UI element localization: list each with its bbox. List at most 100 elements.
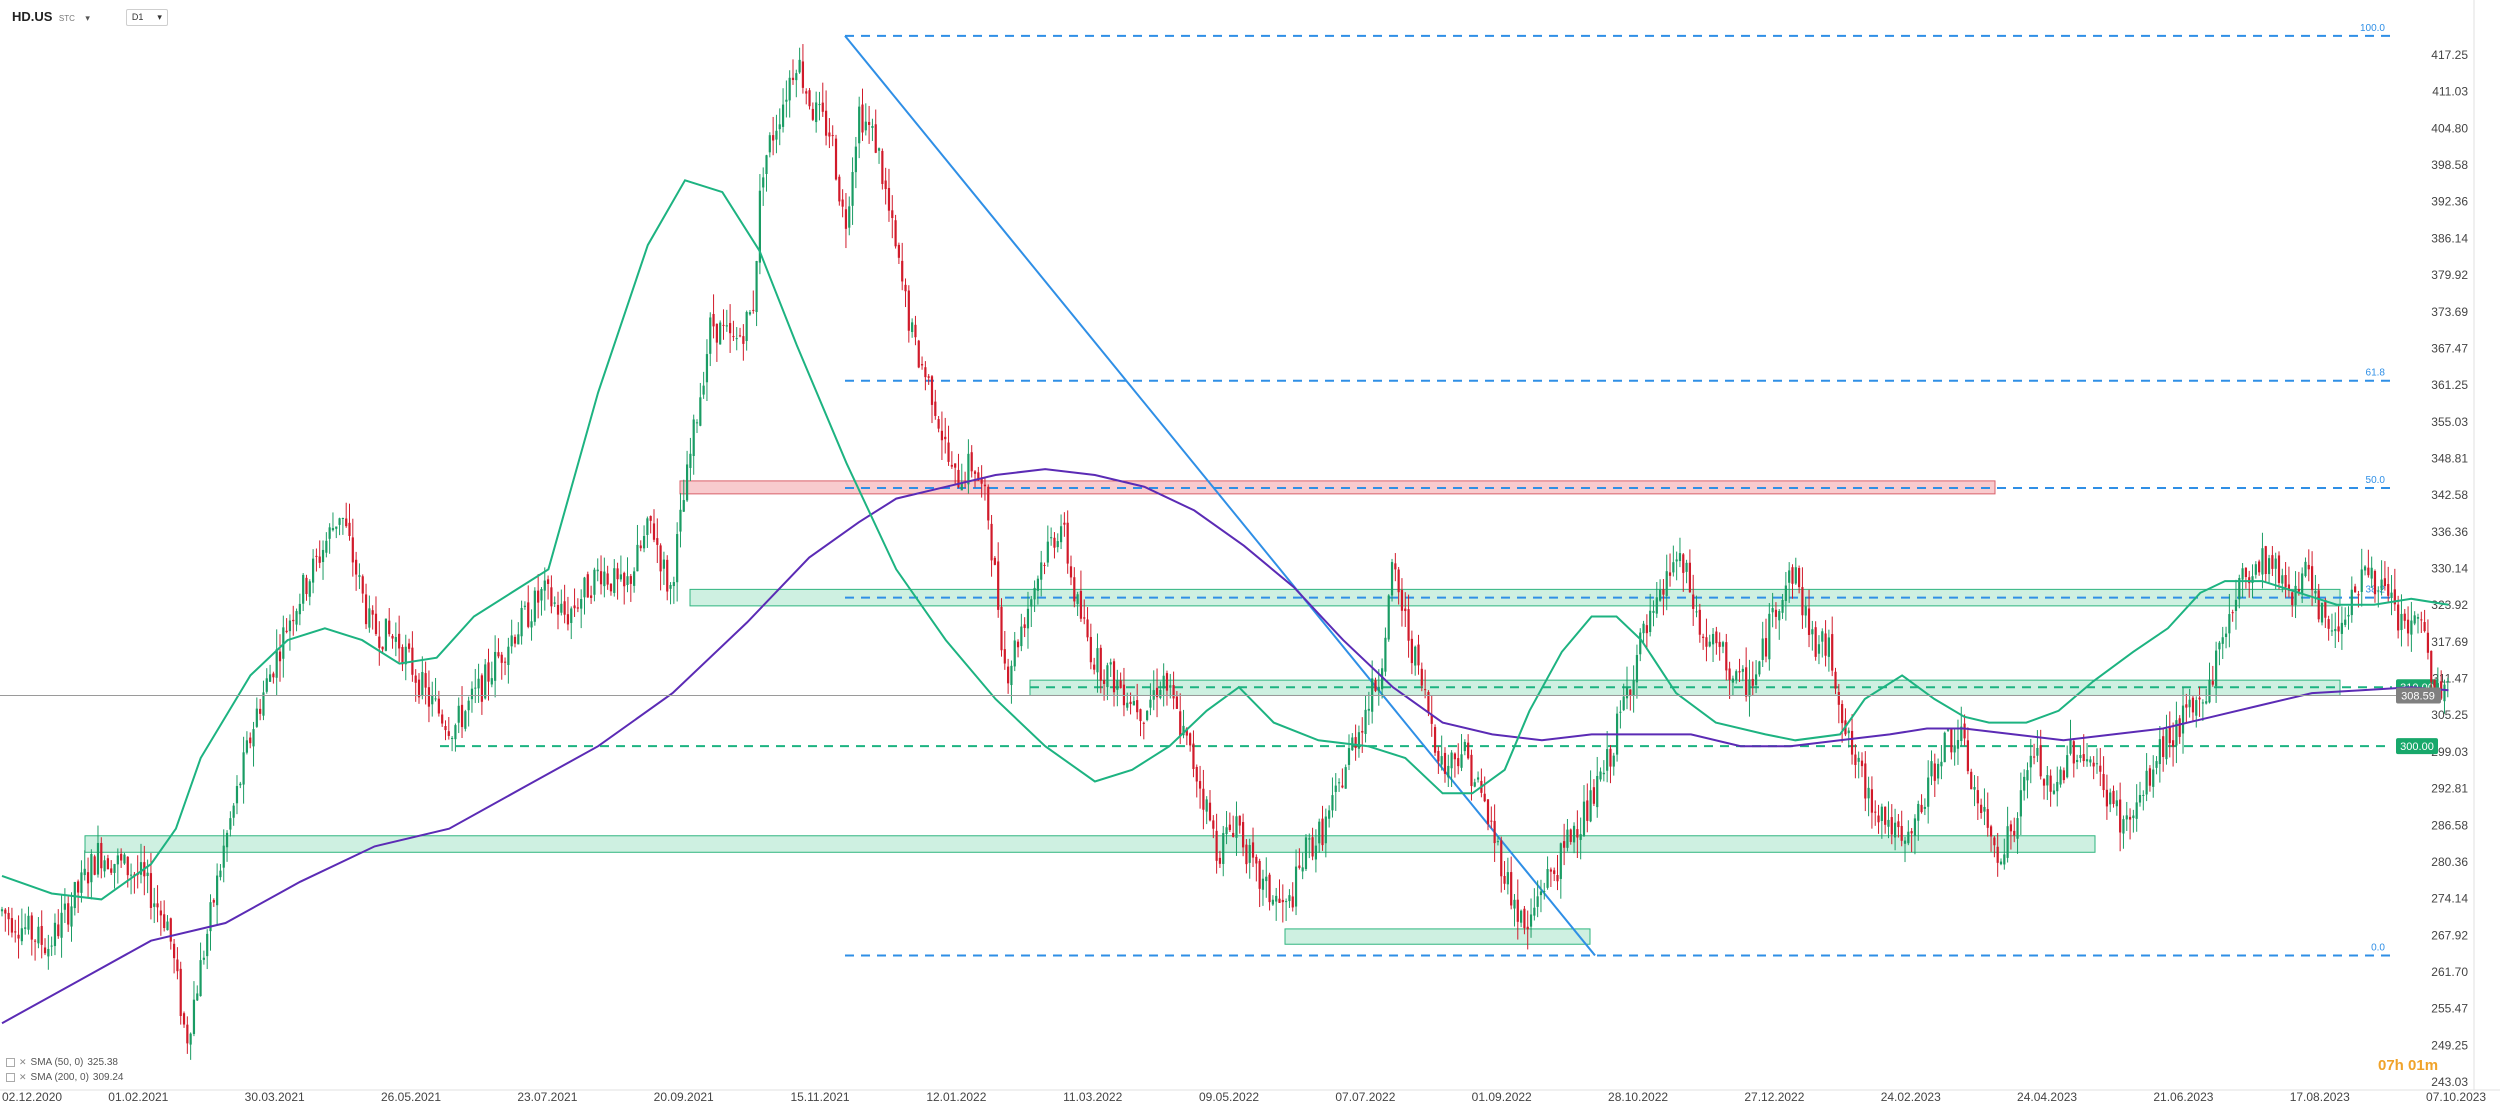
candle-body bbox=[1897, 821, 1900, 828]
time-tick-label: 26.05.2021 bbox=[381, 1090, 441, 1104]
candle-body bbox=[1255, 856, 1258, 864]
candle-body bbox=[1778, 610, 1781, 621]
candle-body bbox=[586, 574, 589, 598]
candle-body bbox=[1215, 830, 1218, 861]
candle-body bbox=[2344, 619, 2347, 625]
candle-body bbox=[623, 572, 626, 587]
current-price-label: 308.59 bbox=[2401, 691, 2435, 703]
candle-body bbox=[1248, 845, 1251, 863]
candle-body bbox=[1708, 641, 1711, 647]
candle-body bbox=[1860, 760, 1864, 767]
candle-body bbox=[2281, 575, 2284, 584]
candle-body bbox=[642, 536, 646, 549]
close-icon[interactable]: ✕ bbox=[19, 1072, 27, 1082]
candle-body bbox=[222, 845, 225, 868]
candle-body bbox=[2069, 739, 2072, 754]
price-tick-label: 417.25 bbox=[2431, 48, 2468, 62]
candle-body bbox=[1106, 665, 1109, 688]
candle-body bbox=[374, 613, 378, 634]
candle-body bbox=[1692, 594, 1695, 609]
candle-body bbox=[398, 633, 401, 649]
candle-body bbox=[2178, 718, 2181, 737]
candle-body bbox=[2155, 761, 2158, 768]
symbol-dropdown-icon[interactable]: ▾ bbox=[85, 13, 90, 23]
candle-body bbox=[1837, 692, 1840, 705]
candle-body bbox=[2208, 679, 2211, 703]
time-tick-label: 24.02.2023 bbox=[1881, 1090, 1941, 1104]
candle-body bbox=[1788, 570, 1791, 583]
candle-body bbox=[1185, 728, 1188, 736]
candle-body bbox=[2297, 588, 2300, 592]
candle-body bbox=[1645, 625, 1648, 634]
candle-body bbox=[1745, 667, 1748, 697]
candle-body bbox=[894, 220, 897, 247]
candle-body bbox=[1149, 699, 1152, 708]
candle-body bbox=[225, 832, 229, 848]
candle-body bbox=[2330, 630, 2334, 632]
symbol-name: HD.US bbox=[12, 9, 53, 24]
candle-body bbox=[533, 590, 536, 622]
candle-body bbox=[1496, 841, 1500, 843]
candle-body bbox=[321, 549, 325, 563]
candle-body bbox=[1304, 837, 1308, 870]
price-tick-label: 292.81 bbox=[2431, 782, 2468, 796]
candle-body bbox=[1798, 568, 1801, 588]
candle-body bbox=[2443, 684, 2446, 702]
candle-body bbox=[914, 324, 917, 338]
legend-sma200[interactable]: ✕ SMA (200, 0) 309.24 bbox=[6, 1070, 124, 1085]
candle-body bbox=[229, 818, 232, 830]
candle-body bbox=[219, 870, 222, 878]
candle-body bbox=[1218, 857, 1222, 864]
legend-sma50[interactable]: ✕ SMA (50, 0) 325.38 bbox=[6, 1055, 124, 1070]
candle-body bbox=[265, 678, 268, 692]
candle-body bbox=[1324, 816, 1327, 844]
candle-body bbox=[1337, 782, 1341, 784]
candle-body bbox=[328, 527, 331, 539]
candle-body bbox=[2036, 747, 2039, 756]
symbol-label[interactable]: HD.US STC ▾ bbox=[12, 8, 90, 26]
candle-body bbox=[973, 471, 977, 474]
trendline bbox=[844, 35, 1596, 957]
candle-body bbox=[1493, 820, 1496, 844]
price-tick-label: 305.25 bbox=[2431, 708, 2468, 722]
candle-body bbox=[911, 322, 914, 333]
checkbox-icon[interactable] bbox=[6, 1058, 15, 1067]
candle-body bbox=[1867, 787, 1870, 799]
price-tick-label: 274.14 bbox=[2431, 892, 2468, 906]
candle-body bbox=[1758, 661, 1761, 675]
candle-body bbox=[1417, 644, 1420, 666]
candle-body bbox=[2387, 584, 2390, 596]
candle-body bbox=[1956, 740, 1960, 749]
candle-body bbox=[1268, 874, 1271, 903]
time-tick-label: 07.10.2023 bbox=[2426, 1090, 2486, 1104]
candle-body bbox=[1890, 817, 1893, 835]
candle-body bbox=[1023, 624, 1026, 629]
candle-body bbox=[762, 177, 765, 188]
candle-body bbox=[2373, 571, 2377, 595]
candle-body bbox=[1016, 641, 1020, 648]
candle-body bbox=[944, 436, 947, 440]
candle-body bbox=[1572, 825, 1576, 843]
candle-body bbox=[1946, 729, 1950, 731]
candle-body bbox=[1718, 641, 1721, 647]
checkbox-icon[interactable] bbox=[6, 1073, 15, 1082]
candle-body bbox=[788, 77, 791, 101]
candle-body bbox=[1404, 608, 1407, 612]
candle-body bbox=[1467, 742, 1470, 759]
candle-body bbox=[2145, 770, 2148, 795]
close-icon[interactable]: ✕ bbox=[19, 1057, 27, 1067]
candle-body bbox=[1725, 642, 1728, 671]
candle-body bbox=[1460, 754, 1463, 768]
candle-body bbox=[10, 918, 14, 933]
candle-body bbox=[1751, 678, 1754, 686]
timeframe-select[interactable]: D1 ▾ bbox=[125, 8, 168, 26]
candle-body bbox=[1407, 609, 1410, 641]
candle-body bbox=[920, 364, 924, 366]
candle-body bbox=[1854, 754, 1857, 765]
candle-body bbox=[967, 453, 970, 485]
candle-body bbox=[1695, 611, 1698, 613]
candle-body bbox=[1950, 729, 1953, 753]
legend-sma200-label: SMA (200, 0) bbox=[30, 1072, 89, 1083]
candle-body bbox=[2029, 755, 2032, 768]
